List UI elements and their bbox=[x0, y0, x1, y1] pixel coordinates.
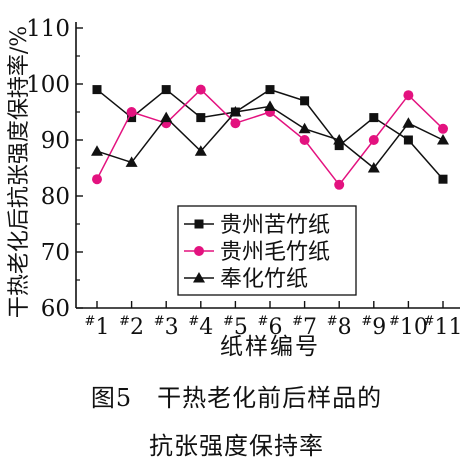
x-tick-label-10: #10 bbox=[389, 314, 428, 340]
series-2-point-1 bbox=[92, 174, 102, 184]
y-tick-label-100: 100 bbox=[26, 72, 70, 98]
x-tick-label-11: #11 bbox=[424, 314, 463, 340]
series-3-point-3 bbox=[160, 112, 172, 123]
series-2-point-9 bbox=[369, 135, 379, 145]
legend-label-2: 贵州毛竹纸 bbox=[220, 240, 330, 265]
y-axis-label: 干热老化后抗张强度保持率/% bbox=[7, 26, 32, 318]
series-3-point-7 bbox=[299, 123, 311, 134]
series-1-point-9 bbox=[369, 113, 378, 122]
series-2-point-8 bbox=[334, 180, 344, 190]
y-tick-label-110: 110 bbox=[26, 16, 70, 42]
x-tick-label-1: #1 bbox=[85, 314, 110, 340]
series-1-point-10 bbox=[404, 136, 413, 145]
series-2-point-4 bbox=[196, 85, 206, 95]
x-tick-label-8: #8 bbox=[327, 314, 352, 340]
x-tick-label-3: #3 bbox=[154, 314, 179, 340]
legend-marker-1 bbox=[195, 220, 204, 229]
x-axis-label: 纸样编号 bbox=[220, 334, 320, 360]
series-1-point-4 bbox=[196, 113, 205, 122]
series-1-point-11 bbox=[439, 175, 448, 184]
legend-label-3: 奉化竹纸 bbox=[220, 267, 308, 292]
series-2-point-10 bbox=[403, 90, 413, 100]
series-1-point-1 bbox=[93, 85, 102, 94]
series-1-point-7 bbox=[300, 96, 309, 105]
series-2-point-7 bbox=[300, 135, 310, 145]
series-3-point-1 bbox=[91, 145, 103, 156]
chart-series bbox=[91, 85, 449, 190]
y-tick-label-90: 90 bbox=[41, 128, 70, 154]
series-1-point-6 bbox=[266, 85, 275, 94]
x-tick-label-2: #2 bbox=[119, 314, 144, 340]
chart-legend: 贵州苦竹纸贵州毛竹纸奉化竹纸 bbox=[178, 206, 356, 295]
figure-caption-line-1: 图5 干热老化前后样品的 bbox=[0, 378, 473, 413]
y-tick-label-70: 70 bbox=[41, 240, 70, 266]
y-tick-label-80: 80 bbox=[41, 184, 70, 210]
y-tick-label-60: 60 bbox=[41, 296, 70, 322]
series-1-point-3 bbox=[162, 85, 171, 94]
legend-marker-2 bbox=[194, 246, 204, 256]
series-2-point-5 bbox=[230, 118, 240, 128]
series-3-point-10 bbox=[402, 117, 414, 128]
series-3-point-6 bbox=[264, 100, 276, 111]
figure-caption-line-2: 抗张强度保持率 bbox=[0, 426, 473, 461]
legend-label-1: 贵州苦竹纸 bbox=[220, 213, 330, 238]
retention-chart: 60708090100110#1#2#3#4#5#6#7#8#9#10#11 贵… bbox=[0, 0, 473, 360]
series-2-point-2 bbox=[127, 107, 137, 117]
x-tick-label-4: #4 bbox=[188, 314, 213, 340]
x-tick-label-9: #9 bbox=[361, 314, 386, 340]
series-2-point-11 bbox=[438, 124, 448, 134]
series-3-point-11 bbox=[437, 134, 449, 145]
